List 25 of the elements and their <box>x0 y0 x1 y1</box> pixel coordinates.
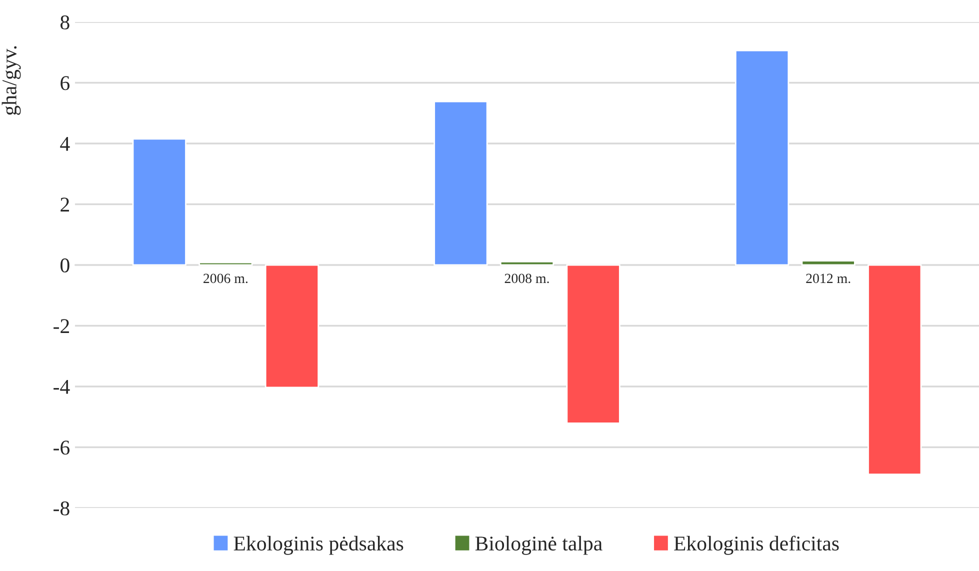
bar <box>198 262 253 266</box>
bar <box>434 100 488 266</box>
x-tick-label: 2006 m. <box>204 274 248 284</box>
bar <box>734 50 790 266</box>
bar <box>132 138 186 266</box>
y-tick-label: -4 <box>54 380 70 394</box>
bar <box>264 264 320 388</box>
legend-label: Ekologinis pėdsakas <box>234 536 404 555</box>
x-tick-label: 2012 m. <box>806 274 850 284</box>
y-tick-label: -8 <box>54 501 70 516</box>
bar <box>868 264 922 475</box>
y-tick-label: 8 <box>60 15 70 30</box>
legend-label: Biologinė talpa <box>475 536 602 555</box>
legend-label: Ekologinis deficitas <box>674 536 839 555</box>
y-axis-title: gha/gyv. <box>2 46 21 115</box>
bar <box>566 264 620 424</box>
y-tick-label: -2 <box>54 319 69 333</box>
y-tick-label: -6 <box>54 440 70 455</box>
y-tick-label: 4 <box>60 137 70 151</box>
y-tick-label: 0 <box>60 258 70 272</box>
y-tick-label: 6 <box>60 76 70 90</box>
y-tick-label: 2 <box>60 198 69 212</box>
bar <box>500 260 554 266</box>
bar <box>801 260 856 266</box>
x-tick-label: 2008 m. <box>504 274 549 284</box>
